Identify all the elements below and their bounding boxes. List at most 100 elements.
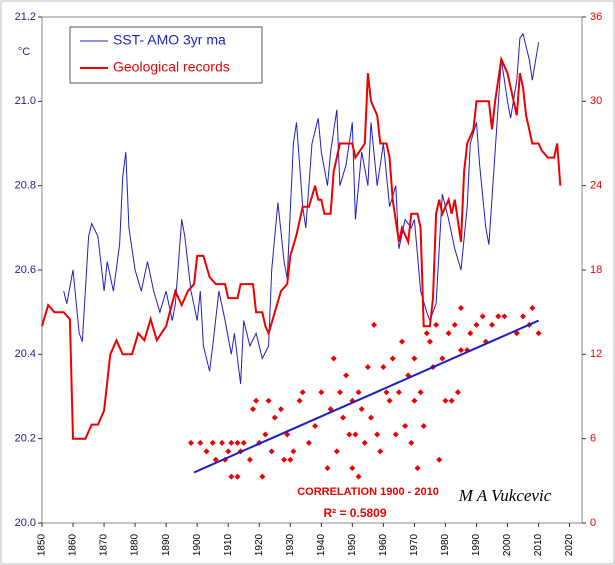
x-tick-label: 1920 (254, 533, 265, 556)
scatter-point (355, 389, 362, 396)
scatter-point (228, 473, 235, 480)
x-tick-label: 1970 (409, 533, 420, 556)
scatter-point (367, 414, 374, 421)
y-axis-label: °C (18, 46, 30, 58)
scatter-point (287, 456, 294, 463)
x-tick-label: 1940 (316, 533, 327, 556)
scatter-point (436, 456, 443, 463)
scatter-point (433, 321, 440, 328)
scatter-point (349, 465, 356, 472)
scatter-point (228, 439, 235, 446)
annotation: R² = 0.5809 (323, 506, 386, 520)
scatter-point (333, 448, 340, 455)
series-line (63, 32, 540, 384)
scatter-point (489, 321, 495, 328)
scatter-point (529, 304, 536, 311)
scatter-point (392, 431, 399, 438)
scatter-point (253, 397, 260, 404)
scatter-point (383, 389, 390, 396)
scatter-point (371, 321, 378, 328)
scatter-point (417, 389, 424, 396)
scatter-point (336, 389, 343, 396)
scatter-point (380, 363, 387, 370)
series-line (193, 319, 540, 474)
scatter-point (501, 313, 508, 320)
scatter-point (535, 330, 542, 337)
x-tick-label: 1980 (440, 533, 451, 556)
scatter-point (250, 406, 257, 413)
y-tick-label: 20.6 (15, 264, 36, 276)
scatter-point (209, 439, 216, 446)
scatter-point (445, 330, 452, 337)
scatter-point (386, 397, 393, 404)
x-tick-label: 2020 (564, 533, 575, 556)
scatter-point (234, 473, 241, 480)
scatter-point (240, 439, 247, 446)
scatter-point (411, 397, 418, 404)
scatter-point (395, 389, 402, 396)
scatter-point (352, 431, 359, 438)
x-tick-label: 1880 (130, 533, 141, 556)
scatter-point (473, 321, 480, 328)
scatter-point (219, 439, 225, 446)
scatter-point (312, 423, 319, 430)
x-tick-label: 1950 (347, 533, 358, 556)
scatter-point (271, 414, 278, 421)
y-tick-label: 20.0 (15, 517, 36, 529)
scatter-point (520, 313, 527, 320)
legend (69, 26, 263, 84)
scatter-point (358, 406, 365, 413)
y2-tick-label: 6 (590, 433, 596, 445)
scatter-point (330, 355, 337, 362)
scatter-point (246, 456, 253, 463)
legend-label: SST- AMO 3yr ma (113, 32, 226, 48)
scatter-point (402, 423, 409, 430)
y-tick-label: 21.2 (15, 11, 36, 23)
scatter-point (355, 473, 362, 480)
x-tick-label: 2010 (533, 533, 544, 556)
y-tick-label: 21.0 (15, 95, 36, 107)
scatter-point (448, 397, 455, 404)
scatter-point (346, 431, 353, 438)
scatter-point (290, 448, 297, 455)
scatter-point (423, 330, 430, 337)
annotation: M A Vukcevic (458, 486, 552, 505)
x-tick-label: 1910 (223, 533, 234, 556)
y2-tick-label: 30 (590, 95, 602, 107)
y-tick-label: 20.8 (15, 180, 36, 192)
scatter-point (439, 355, 446, 362)
scatter-point (318, 389, 325, 396)
x-tick-label: 1890 (161, 533, 172, 556)
x-tick-label: 1960 (378, 533, 389, 556)
scatter-point (467, 330, 474, 337)
scatter-point (457, 347, 464, 354)
scatter-point (268, 448, 275, 455)
scatter-point (414, 465, 421, 472)
scatter-point (305, 439, 312, 446)
y2-tick-label: 24 (590, 180, 602, 192)
scatter-point (364, 363, 371, 370)
y2-tick-label: 18 (590, 264, 602, 276)
scatter-point (324, 465, 331, 472)
scatter-point (374, 431, 381, 438)
scatter-point (299, 389, 306, 396)
scatter-point (426, 338, 433, 345)
scatter-point (454, 389, 461, 396)
x-tick-label: 1860 (68, 533, 79, 556)
x-tick-label: 1900 (192, 533, 203, 556)
x-tick-label: 1930 (285, 533, 296, 556)
scatter-point (361, 439, 368, 446)
scatter-point (479, 313, 486, 320)
scatter-point (277, 406, 284, 413)
scatter-point (259, 473, 266, 480)
scatter-point (408, 439, 415, 446)
scatter-point (399, 338, 405, 345)
scatter-point (411, 355, 418, 362)
scatter-point (495, 313, 502, 320)
x-tick-label: 2000 (502, 533, 513, 556)
scatter-point (442, 397, 449, 404)
scatter-point (451, 321, 458, 328)
scatter-point (203, 448, 210, 455)
y2-tick-label: 12 (590, 348, 602, 360)
